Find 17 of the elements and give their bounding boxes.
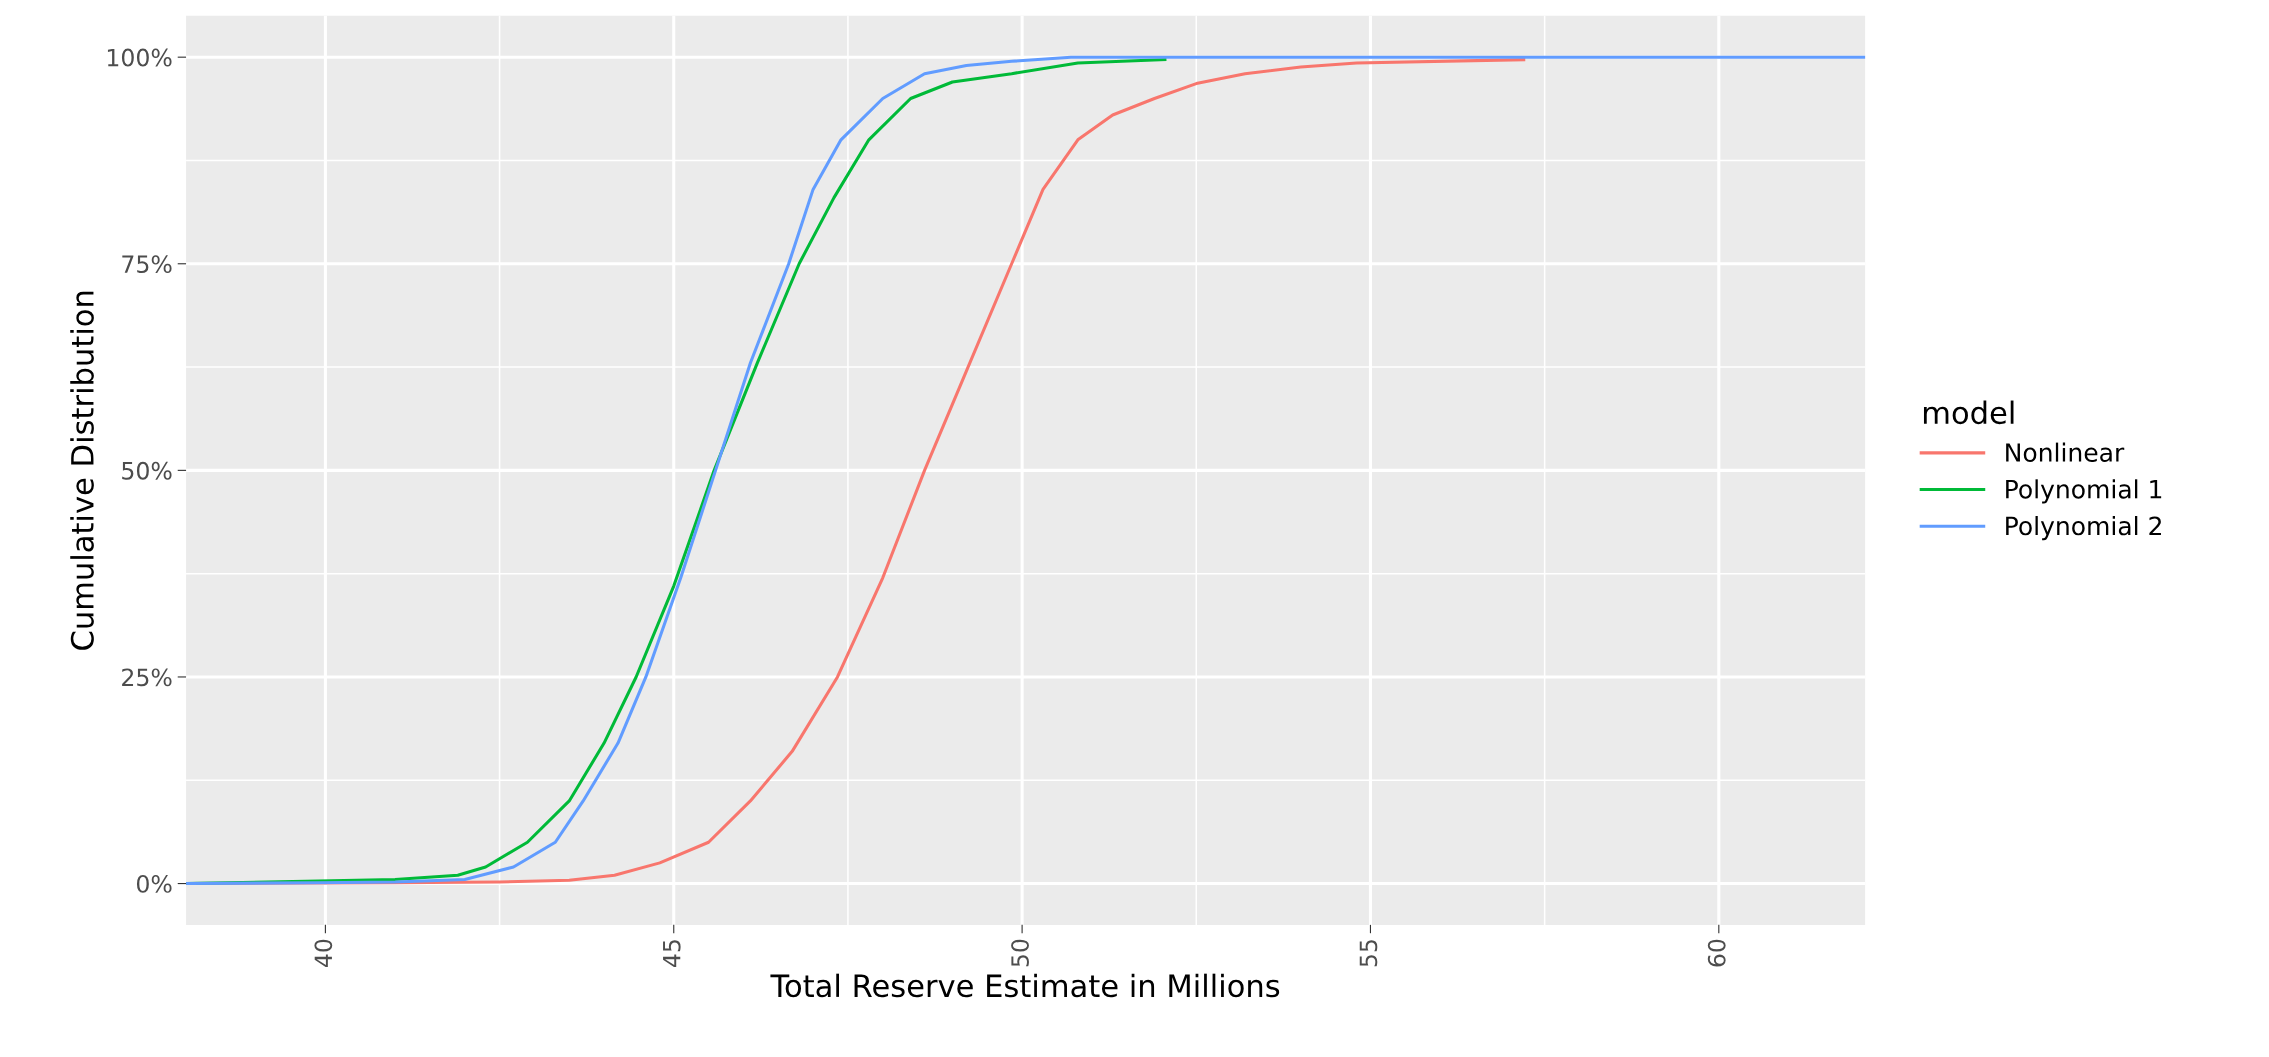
x-tick-label: 60	[1707, 939, 1726, 967]
legend-title: model	[1923, 400, 2014, 425]
y-axis-title: Cumulative Distribution	[70, 291, 94, 650]
y-tick-label: 0%	[136, 875, 172, 893]
legend-label: Polynomial 1	[2006, 479, 2162, 504]
legend-label: Nonlinear	[2006, 442, 2125, 462]
x-tick-label: 50	[1011, 939, 1029, 967]
x-tick-label: 40	[314, 939, 333, 967]
x-tick-label: 55	[1359, 940, 1378, 967]
y-tick-label: 25%	[122, 668, 172, 687]
x-axis-title: Total Reserve Estimate in Millions	[770, 973, 1280, 998]
line-series	[186, 55, 1866, 886]
y-tick-label: 50%	[122, 461, 172, 480]
x-tick-label: 45	[663, 940, 681, 967]
legend-label: Polynomial 2	[2006, 516, 2161, 541]
y-tick-label: 75%	[122, 255, 172, 274]
y-tick-label: 100%	[107, 48, 172, 67]
